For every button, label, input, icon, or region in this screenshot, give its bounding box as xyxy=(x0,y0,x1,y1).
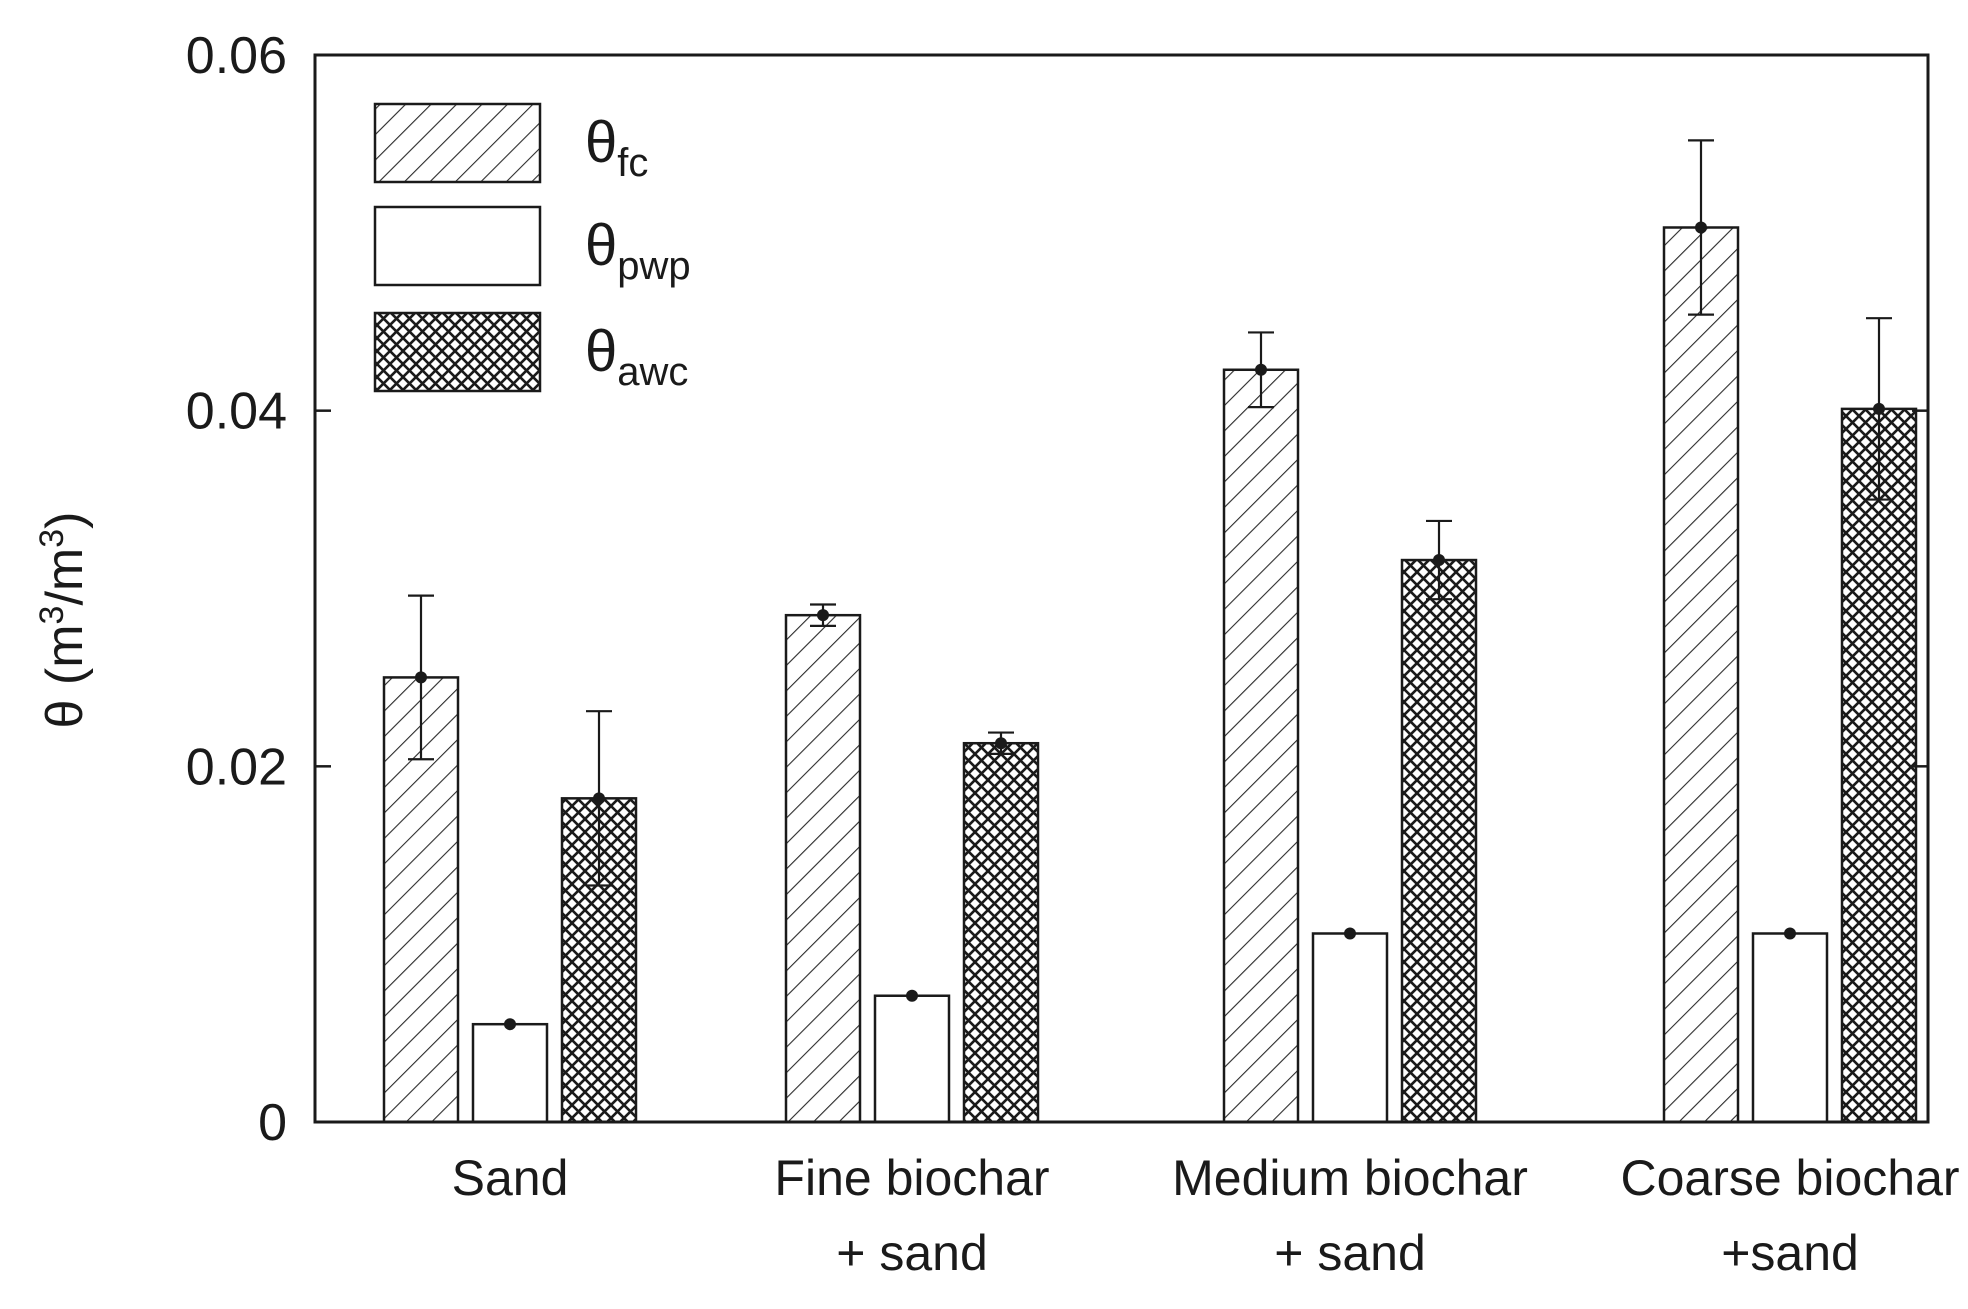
y-tick-label-1: 0.02 xyxy=(186,738,287,796)
legend-subscript-awc: awc xyxy=(617,350,688,394)
bar-fc-3 xyxy=(1662,226,1740,1124)
plot-area: 0 0.02 0.04 0.06 Sand Fine biochar + sand Mediu… xyxy=(186,27,1960,1281)
y-axis-sup-2: 3 xyxy=(33,529,71,548)
bar-pwp-2 xyxy=(1311,932,1389,1124)
legend-symbol-awc: θ xyxy=(585,319,617,384)
bar-pwp-1 xyxy=(873,994,951,1124)
bar-awc-1 xyxy=(962,741,1040,1124)
mean-marker-fc-2 xyxy=(1255,363,1267,376)
category-label-1-line2: + sand xyxy=(836,1225,988,1281)
category-label-2-line2: + sand xyxy=(1274,1225,1426,1281)
mean-marker-pwp-1 xyxy=(906,989,918,1002)
legend-label-fc: θfc xyxy=(585,110,648,185)
mean-marker-awc-1 xyxy=(995,737,1007,750)
mean-marker-awc-0 xyxy=(593,792,605,805)
y-axis-unit-close: ) xyxy=(36,512,94,529)
legend-label-awc: θawc xyxy=(585,319,688,394)
legend-label-pwp: θpwp xyxy=(585,213,691,288)
category-label-3-line1: Coarse biochar xyxy=(1620,1150,1959,1206)
legend-symbol-pwp: θ xyxy=(585,213,617,278)
bar-fc-2 xyxy=(1222,368,1300,1124)
legend-symbol-fc: θ xyxy=(585,110,617,175)
y-axis-unit-open: (m xyxy=(36,624,94,699)
y-axis-sup-1: 3 xyxy=(33,606,71,625)
mean-marker-pwp-2 xyxy=(1344,927,1356,940)
mean-marker-pwp-0 xyxy=(504,1018,516,1031)
legend-swatch-fc xyxy=(373,102,542,184)
legend-subscript-fc: fc xyxy=(617,141,648,185)
bar-pwp-3 xyxy=(1751,932,1829,1124)
category-label-1-line1: Fine biochar xyxy=(774,1150,1049,1206)
mean-marker-fc-1 xyxy=(817,609,829,622)
mean-marker-awc-3 xyxy=(1873,402,1885,415)
mean-marker-fc-0 xyxy=(415,671,427,684)
legend-subscript-pwp: pwp xyxy=(617,244,690,288)
category-label-3-line2: +sand xyxy=(1721,1225,1859,1281)
mean-marker-fc-3 xyxy=(1695,221,1707,234)
bar-fc-1 xyxy=(784,613,862,1124)
bar-pwp-0 xyxy=(471,1022,549,1124)
y-axis-symbol: θ xyxy=(36,700,94,729)
category-label-0-line1: Sand xyxy=(452,1150,569,1206)
legend-swatch-pwp xyxy=(373,205,542,287)
y-tick-label-3: 0.06 xyxy=(186,27,287,85)
y-tick-label-0: 0 xyxy=(258,1094,287,1152)
category-label-2-line1: Medium biochar xyxy=(1172,1150,1528,1206)
bar-awc-2 xyxy=(1400,558,1478,1124)
y-axis-unit-mid: /m xyxy=(36,548,94,606)
plot-frame xyxy=(313,53,1930,1124)
mean-marker-awc-2 xyxy=(1433,554,1445,567)
legend-swatch-awc xyxy=(373,311,542,393)
mean-marker-pwp-3 xyxy=(1784,927,1796,940)
y-axis-title: θ (m3/m3) xyxy=(33,512,94,729)
y-tick-label-2: 0.04 xyxy=(186,383,287,441)
bar-awc-3 xyxy=(1840,407,1918,1124)
